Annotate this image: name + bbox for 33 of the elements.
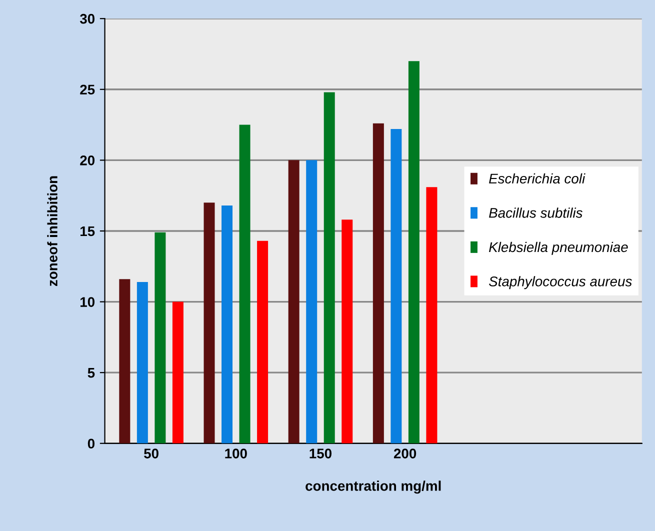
- y-tick-label: 5: [88, 368, 95, 378]
- bar: [372, 123, 384, 444]
- x-tick-label: 50: [144, 448, 158, 458]
- bar: [324, 92, 335, 444]
- bar: [136, 282, 148, 444]
- legend-label: Bacillus subtilis: [489, 208, 582, 218]
- legend-label: Klebsiella pneumoniae: [489, 242, 628, 255]
- x-tick-label: 150: [310, 448, 332, 458]
- bar: [426, 187, 438, 444]
- y-axis-title: zoneof inhibition: [47, 176, 58, 286]
- x-axis-title: concentration mg/ml: [306, 480, 441, 494]
- y-tick-label: 0: [88, 438, 95, 449]
- bar: [119, 279, 130, 444]
- y-tick-label: 15: [80, 226, 95, 236]
- y-tick-label: 20: [80, 156, 95, 166]
- legend-label: Staphylococcus aureus: [488, 276, 632, 290]
- bar: [408, 61, 420, 444]
- legend-label: Escherichia coli: [489, 173, 586, 184]
- bar: [306, 160, 318, 444]
- bar: [172, 302, 184, 444]
- y-tick-label: 30: [80, 14, 95, 24]
- bar: [222, 205, 233, 444]
- x-tick-label: 200: [394, 448, 416, 458]
- bar: [342, 220, 353, 444]
- bar: [390, 129, 402, 444]
- bar: [154, 232, 166, 444]
- y-tick-label: 10: [80, 297, 95, 307]
- bar: [288, 160, 300, 444]
- x-tick-label: 100: [225, 448, 247, 458]
- bar: [257, 240, 268, 444]
- bar: [239, 124, 250, 444]
- y-tick-label: 25: [80, 84, 95, 95]
- bar: [204, 202, 215, 444]
